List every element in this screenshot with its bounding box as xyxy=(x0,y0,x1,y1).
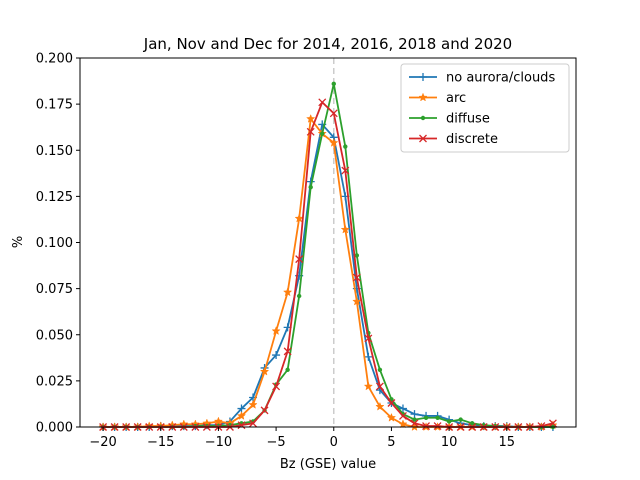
legend-marker-diffuse xyxy=(420,115,426,121)
legend-label-diffuse: diffuse xyxy=(446,112,490,127)
data-point-arc xyxy=(363,381,374,391)
data-point-diffuse xyxy=(377,367,383,373)
data-point-discrete xyxy=(295,255,304,264)
legend-label-arc: arc xyxy=(446,91,466,106)
data-point-discrete xyxy=(548,419,557,428)
legend-item-discrete: discrete xyxy=(409,132,498,147)
y-tick-label: 0.025 xyxy=(36,374,73,389)
data-point-diffuse xyxy=(423,415,429,420)
data-point-arc xyxy=(259,366,270,376)
data-point-arc xyxy=(282,287,293,297)
data-point-diffuse xyxy=(435,415,440,420)
x-tick-label: −15 xyxy=(147,435,174,450)
data-point-arc xyxy=(352,296,362,306)
y-tick-label: 0.000 xyxy=(36,421,73,436)
data-point-discrete xyxy=(318,98,327,107)
data-point-no-aurora-clouds xyxy=(272,351,281,360)
x-tick-label: −10 xyxy=(205,435,232,450)
data-point-discrete xyxy=(341,166,350,175)
data-point-discrete xyxy=(399,411,407,420)
data-point-discrete xyxy=(410,419,419,428)
data-point-arc xyxy=(271,326,281,336)
data-point-discrete xyxy=(329,109,338,118)
data-point-no-aurora-clouds xyxy=(398,404,407,413)
data-point-discrete xyxy=(260,406,269,415)
y-axis: 0.000 0.025 0.050 0.075 0.100 0.125 0.150 0.175… xyxy=(36,52,80,436)
data-point-arc xyxy=(329,137,339,147)
data-point-discrete xyxy=(433,422,442,431)
legend-item-diffuse: diffuse xyxy=(409,112,490,127)
data-point-diffuse xyxy=(331,81,336,87)
data-point-arc xyxy=(306,113,316,123)
data-point-diffuse xyxy=(343,144,348,149)
data-point-diffuse xyxy=(354,253,360,258)
data-point-diffuse xyxy=(469,421,475,426)
data-point-discrete xyxy=(272,382,281,391)
legend-label-no-aurora-clouds: no aurora/clouds xyxy=(446,71,555,86)
data-point-discrete xyxy=(375,382,384,391)
data-point-arc xyxy=(398,419,408,429)
data-point-diffuse xyxy=(308,184,313,190)
chart-title: Jan, Nov and Dec for 2014, 2016, 2018 an… xyxy=(143,35,512,53)
legend-marker-no-aurora-clouds xyxy=(419,73,427,81)
legend-marker-discrete xyxy=(419,134,427,143)
data-point-arc xyxy=(340,224,350,234)
y-tick-label: 0.200 xyxy=(36,52,73,67)
data-point-diffuse xyxy=(320,131,325,136)
data-point-diffuse xyxy=(296,293,302,299)
x-axis-label: Bz (GSE) value xyxy=(280,457,376,472)
data-point-arc xyxy=(248,399,258,409)
data-point-discrete xyxy=(283,347,292,356)
legend-label-discrete: discrete xyxy=(446,132,498,147)
series-line-no-aurora-clouds xyxy=(103,123,553,428)
y-tick-label: 0.125 xyxy=(36,190,73,205)
data-point-diffuse xyxy=(446,419,452,424)
y-tick-label: 0.100 xyxy=(36,236,73,251)
x-tick-label: 15 xyxy=(499,435,516,450)
legend-item-no-aurora-clouds: no aurora/clouds xyxy=(409,71,555,86)
data-point-discrete xyxy=(352,273,361,282)
data-point-arc xyxy=(236,411,247,420)
y-axis-label: % xyxy=(11,236,26,248)
legend-box xyxy=(400,63,570,153)
y-tick-label: 0.175 xyxy=(36,98,73,113)
data-point-no-aurora-clouds xyxy=(364,352,373,361)
data-point-discrete xyxy=(422,422,431,431)
data-point-diffuse xyxy=(412,417,417,422)
data-point-arc xyxy=(375,401,385,411)
data-point-arc xyxy=(213,416,224,426)
data-point-discrete xyxy=(387,399,396,407)
y-tick-label: 0.050 xyxy=(36,328,73,343)
legend: no aurora/clouds arc diffuse discrete xyxy=(400,63,570,153)
data-point-discrete xyxy=(249,419,257,428)
x-tick-label: 0 xyxy=(330,435,338,450)
x-tick-label: −5 xyxy=(267,435,286,450)
x-tick-label: 5 xyxy=(387,435,395,450)
x-tick-label: −20 xyxy=(89,435,116,450)
x-axis: −20 −15 −10 −5 0 5 10 15 xyxy=(89,427,515,450)
data-point-discrete xyxy=(537,422,546,431)
data-point-discrete xyxy=(306,127,315,136)
x-tick-label: 10 xyxy=(441,435,458,450)
y-tick-label: 0.150 xyxy=(36,144,73,159)
legend-marker-arc xyxy=(418,92,428,102)
legend-item-arc: arc xyxy=(409,91,466,106)
data-point-arc xyxy=(386,412,397,422)
data-point-no-aurora-clouds xyxy=(410,410,419,419)
y-tick-label: 0.075 xyxy=(36,282,73,297)
data-point-diffuse xyxy=(458,417,463,422)
data-point-discrete xyxy=(364,334,373,343)
data-point-diffuse xyxy=(285,367,290,373)
